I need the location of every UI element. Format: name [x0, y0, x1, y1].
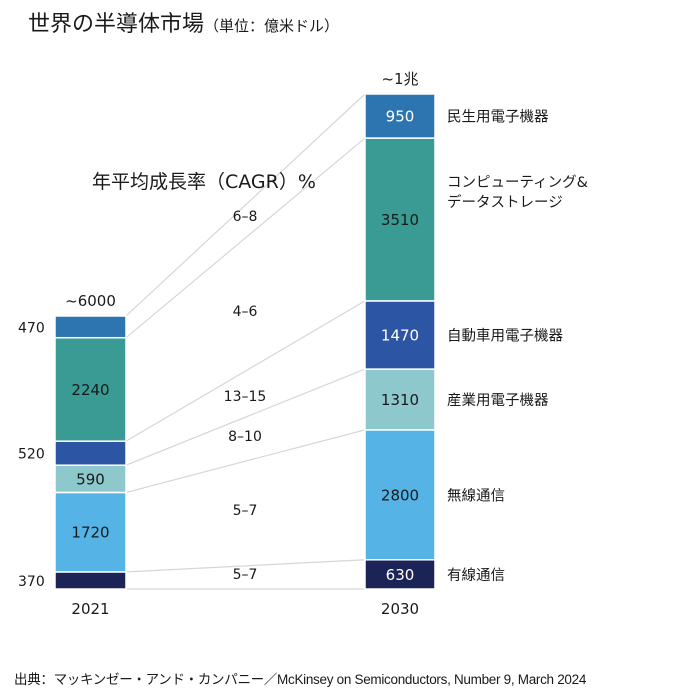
total-label: ~6000: [65, 292, 116, 310]
cagr-label: 8–10: [228, 429, 262, 445]
cagr-label: 5–7: [233, 503, 258, 519]
series-label: 民生用電子機器: [447, 109, 549, 126]
value-label: 590: [76, 470, 105, 488]
cagr-label: 13–15: [224, 389, 267, 405]
connector-line: [125, 93, 366, 317]
value-label: 2800: [381, 486, 419, 504]
bar-segment: [364, 429, 436, 561]
chart-unit: （単位：億米ドル）: [204, 17, 340, 35]
chart-title-text: 世界の半導体市場: [28, 12, 205, 37]
series-label: 有線通信: [447, 567, 505, 584]
connector-line: [125, 559, 366, 573]
bar-segment: [54, 336, 127, 442]
bar-segment: [364, 93, 436, 139]
series-label: 無線通信: [447, 487, 505, 504]
series-label: コンピューティング&: [447, 174, 588, 191]
bar-segment: [364, 137, 436, 302]
connector-line: [125, 429, 366, 494]
x-tick-label: 2021: [71, 600, 109, 618]
bar-segment: [364, 559, 436, 590]
chart-title: 世界の半導体市場（単位：億米ドル）: [28, 6, 339, 38]
value-label: 520: [18, 447, 45, 463]
value-label: 630: [386, 566, 415, 584]
series-label: 自動車用電子機器: [447, 328, 563, 345]
connector-line: [125, 300, 366, 442]
bar-segment: [54, 571, 127, 590]
total-label: ~1兆: [381, 70, 418, 88]
connector-line: [125, 137, 366, 339]
bar-segment: [54, 464, 127, 494]
cagr-label: 5–7: [233, 567, 258, 583]
bar-segment: [54, 440, 127, 466]
bar-segment: [364, 300, 436, 370]
series-label: 産業用電子機器: [447, 392, 549, 409]
value-label: 1720: [71, 524, 109, 542]
source-note: 出典：マッキンゼー・アンド・カンパニー／McKinsey on Semicond…: [14, 672, 587, 687]
value-label: 950: [386, 108, 415, 126]
value-label: 470: [18, 320, 45, 336]
cagr-label: 4–6: [233, 304, 258, 320]
series-label: データストレージ: [447, 193, 563, 211]
x-tick-label: 2030: [381, 600, 419, 618]
value-label: 3510: [381, 211, 419, 229]
connector-line: [125, 368, 366, 466]
bar-segment: [54, 315, 127, 339]
value-label: 370: [18, 574, 45, 590]
value-label: 1470: [381, 327, 419, 345]
cagr-label: 6–8: [233, 209, 258, 225]
value-label: 1310: [381, 391, 419, 409]
cagr-heading: 年平均成長率（CAGR）%: [92, 171, 316, 193]
value-label: 2240: [71, 381, 109, 399]
bar-segment: [364, 368, 436, 431]
